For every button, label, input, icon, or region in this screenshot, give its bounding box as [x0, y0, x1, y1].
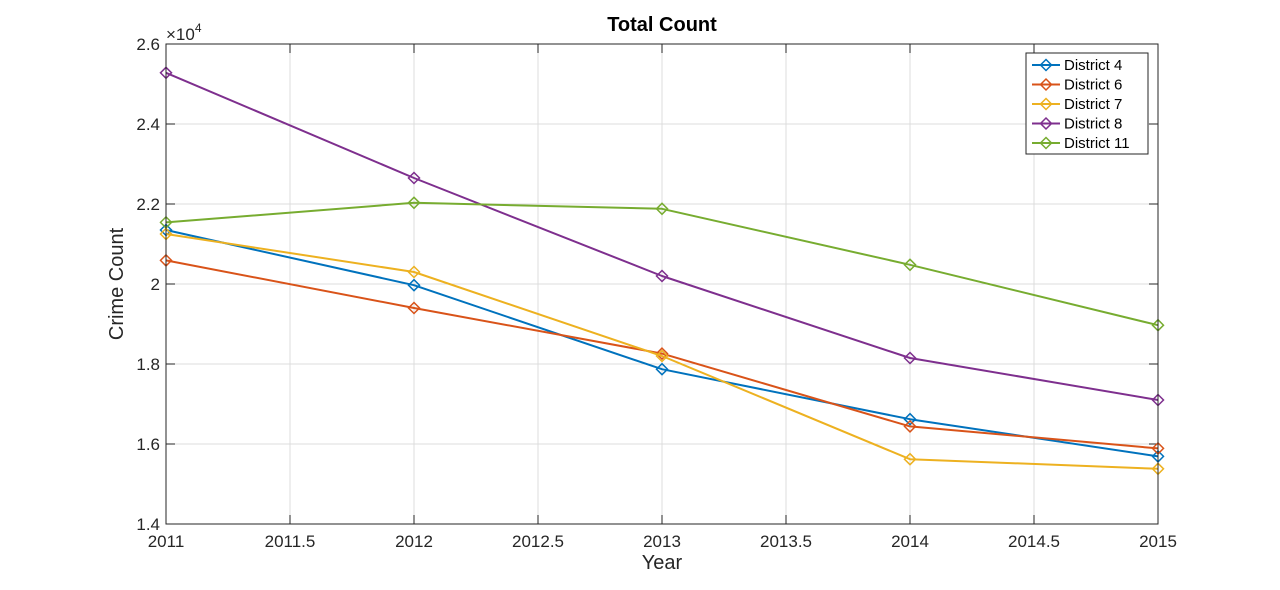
y-tick-label: 1.8 — [136, 355, 160, 374]
chart-title: Total Count — [607, 14, 717, 36]
legend-label: District 6 — [1064, 77, 1122, 94]
data-point — [903, 412, 917, 426]
legend-item: District 8 — [1032, 116, 1122, 133]
legend-marker — [1039, 97, 1053, 111]
data-point — [407, 278, 421, 292]
data-point — [655, 362, 669, 376]
x-tick-label: 2013 — [643, 532, 681, 551]
legend-label: District 8 — [1064, 116, 1122, 133]
data-point — [903, 419, 917, 433]
x-tick-label: 2011 — [148, 532, 185, 551]
series-line — [165, 71, 1159, 401]
legend-marker — [1039, 77, 1053, 92]
y-tick-label: 2.2 — [136, 195, 160, 214]
data-point — [903, 351, 917, 365]
x-tick-label: 2012 — [395, 532, 433, 551]
x-tick-label: 2012.5 — [512, 532, 564, 551]
data-point — [407, 265, 421, 279]
y-axis-ticks: 1.4 1.6 1.8 2 2.2 2.4 2.6 — [136, 35, 1158, 534]
x-tick-label: 2013.5 — [760, 532, 812, 551]
legend-marker — [1039, 116, 1053, 131]
y-exponent-power: 4 — [195, 21, 202, 35]
data-point — [655, 269, 669, 283]
y-axis-exponent: ×104 — [166, 21, 202, 44]
legend-marker — [1039, 136, 1053, 150]
y-tick-label: 2 — [151, 275, 160, 294]
legend-marker — [1039, 58, 1053, 72]
data-point — [407, 171, 421, 185]
data-point — [655, 202, 669, 216]
x-tick-label: 2014.5 — [1008, 532, 1060, 551]
series-line — [165, 201, 1159, 327]
series-line — [165, 259, 1159, 450]
data-point — [655, 347, 669, 361]
y-axis-label: Crime Count — [106, 227, 128, 340]
legend-item: District 11 — [1032, 135, 1130, 152]
x-tick-label: 2015 — [1139, 532, 1177, 551]
legend-item: District 4 — [1032, 57, 1122, 74]
y-tick-label: 1.6 — [136, 435, 160, 454]
y-tick-label: 2.6 — [136, 35, 160, 54]
legend-item: District 6 — [1032, 77, 1122, 94]
y-tick-label: 1.4 — [136, 515, 160, 534]
series-line — [165, 233, 1159, 470]
data-point — [903, 258, 917, 272]
series-1 — [159, 223, 1165, 463]
data-point — [407, 301, 421, 315]
series-line — [165, 229, 1159, 458]
legend-label: District 11 — [1064, 135, 1130, 152]
x-tick-label: 2014 — [891, 532, 929, 551]
series-group — [159, 66, 1165, 476]
y-tick-label: 2.4 — [136, 115, 160, 134]
x-tick-label: 2011.5 — [265, 532, 316, 551]
data-point — [655, 349, 669, 363]
legend-label: District 7 — [1064, 96, 1122, 113]
y-exponent-base: ×10 — [166, 25, 195, 44]
legend: District 4 District 6 District 7 District 8… — [1025, 52, 1149, 155]
x-axis-label: Year — [642, 552, 683, 574]
legend-label: District 4 — [1064, 57, 1122, 74]
legend-item: District 7 — [1032, 96, 1122, 113]
plot-frame — [165, 43, 1159, 525]
data-point — [407, 196, 421, 210]
data-point — [903, 452, 917, 466]
